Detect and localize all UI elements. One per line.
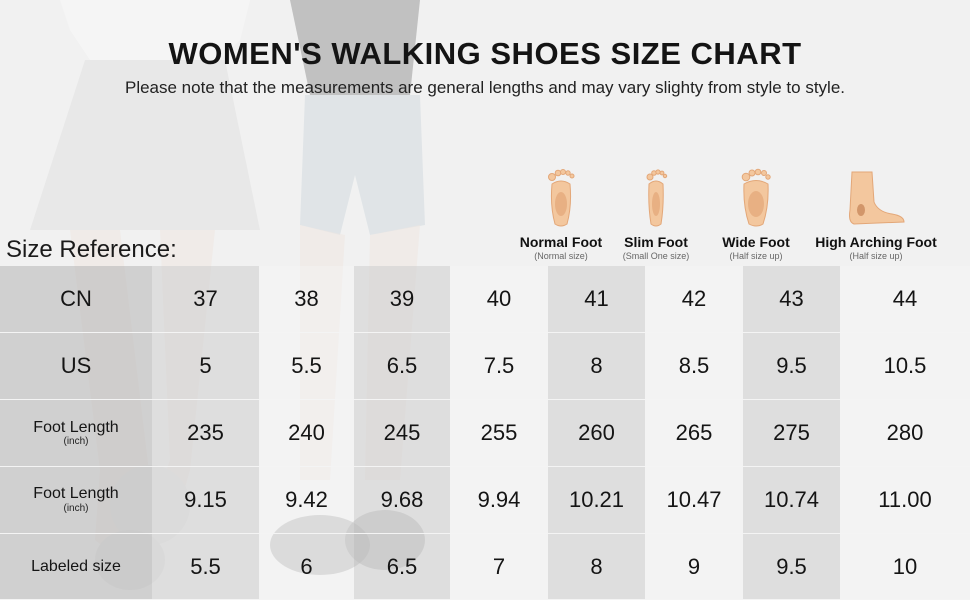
table-cell: 275 [743,399,840,467]
table-cell: 9.94 [450,466,548,534]
row-label: Foot Length (inch) [0,399,152,467]
row-label-text: Foot Length [33,485,119,503]
table-cell: 37 [152,266,259,334]
table-cell: 10 [840,533,970,600]
row-label: Foot Length (inch) [0,466,152,534]
foot-type-wide: Wide Foot (Half size up) [715,166,797,261]
table-cell: 38 [259,266,354,334]
table-cell: 240 [259,399,354,467]
table-cell: 245 [354,399,450,467]
foot-type-legend: Normal Foot (Normal size) Slim Foot (Sma… [0,166,970,268]
foot-type-high-arch: High Arching Foot (Half size up) [812,166,940,261]
table-cell: 40 [450,266,548,334]
page-subtitle: Please note that the measurements are ge… [124,78,846,97]
size-reference-label: Size Reference: [6,236,177,263]
foot-type-name: Slim Foot [624,234,688,250]
foot-type-normal: Normal Foot (Normal size) [512,166,610,261]
table-row-foot-length-mm: Foot Length (inch) 235 240 245 255 260 2… [0,399,970,467]
table-cell: 8 [548,533,645,600]
slim-foot-icon [646,169,668,227]
table-cell: 9.68 [354,466,450,534]
table-cell: 265 [645,399,743,467]
row-label: CN [0,266,152,334]
table-cell: 280 [840,399,970,467]
table-cell: 6 [259,533,354,600]
table-cell: 43 [743,266,840,334]
foot-type-name: Normal Foot [519,234,603,250]
foot-type-note: (Half size up) [729,251,783,261]
table-cell: 42 [645,266,743,334]
table-row-cn: CN 37 38 39 40 41 42 43 44 [0,266,970,334]
wide-foot-icon [741,168,771,227]
high-arch-foot-icon [849,171,905,225]
table-cell: 9.5 [743,533,840,600]
table-cell: 10.5 [840,332,970,401]
table-cell: 5 [152,332,259,401]
table-cell: 6.5 [354,533,450,600]
table-cell: 10.21 [548,466,645,534]
foot-type-note: (Half size up) [849,251,903,261]
row-label-unit: (inch) [63,503,89,515]
table-cell: 10.74 [743,466,840,534]
table-cell: 7.5 [450,332,548,401]
table-cell: 7 [450,533,548,600]
table-row-labeled-size: Labeled size 5.5 6 6.5 7 8 9 9.5 10 [0,533,970,600]
table-cell: 6.5 [354,332,450,401]
table-cell: 260 [548,399,645,467]
table-cell: 10.47 [645,466,743,534]
table-cell: 255 [450,399,548,467]
foot-type-slim: Slim Foot (Small One size) [616,166,696,261]
table-cell: 5.5 [259,332,354,401]
foot-type-note: (Small One size) [622,251,690,261]
table-cell: 8 [548,332,645,401]
foot-type-name: High Arching Foot [815,234,937,250]
table-cell: 39 [354,266,450,334]
table-row-foot-length-inch: Foot Length (inch) 9.15 9.42 9.68 9.94 1… [0,466,970,534]
foot-type-name: Wide Foot [722,234,790,250]
row-label-text: Foot Length [33,418,119,436]
table-cell: 9.5 [743,332,840,401]
table-cell: 9.15 [152,466,259,534]
foot-type-note: (Normal size) [534,251,588,261]
table-cell: 9.42 [259,466,354,534]
table-cell: 8.5 [645,332,743,401]
row-label-unit: (inch) [63,436,89,448]
size-chart-table: CN 37 38 39 40 41 42 43 44 US 5 5.5 6.5 … [0,266,970,600]
table-cell: 235 [152,399,259,467]
row-label: US [0,332,152,401]
table-cell: 5.5 [152,533,259,600]
table-cell: 9 [645,533,743,600]
page-title: WOMEN'S WALKING SHOES SIZE CHART [168,36,802,71]
normal-foot-icon [548,169,575,227]
row-label: Labeled size [0,533,152,600]
table-cell: 44 [840,266,970,334]
table-cell: 41 [548,266,645,334]
table-row-us: US 5 5.5 6.5 7.5 8 8.5 9.5 10.5 [0,332,970,401]
table-cell: 11.00 [840,466,970,534]
